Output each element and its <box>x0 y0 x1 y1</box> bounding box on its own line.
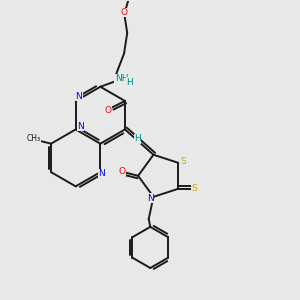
Text: S: S <box>192 184 197 193</box>
Text: NH: NH <box>115 74 128 83</box>
Text: N: N <box>98 169 105 178</box>
Text: O: O <box>104 106 111 115</box>
Text: CH₃: CH₃ <box>27 134 41 143</box>
Text: H: H <box>134 134 141 143</box>
Text: N: N <box>76 92 82 101</box>
Text: S: S <box>180 157 186 166</box>
Text: O: O <box>118 167 125 176</box>
Text: O: O <box>121 8 128 17</box>
Text: H: H <box>126 77 133 86</box>
Text: N: N <box>147 194 154 203</box>
Text: N: N <box>77 122 84 131</box>
